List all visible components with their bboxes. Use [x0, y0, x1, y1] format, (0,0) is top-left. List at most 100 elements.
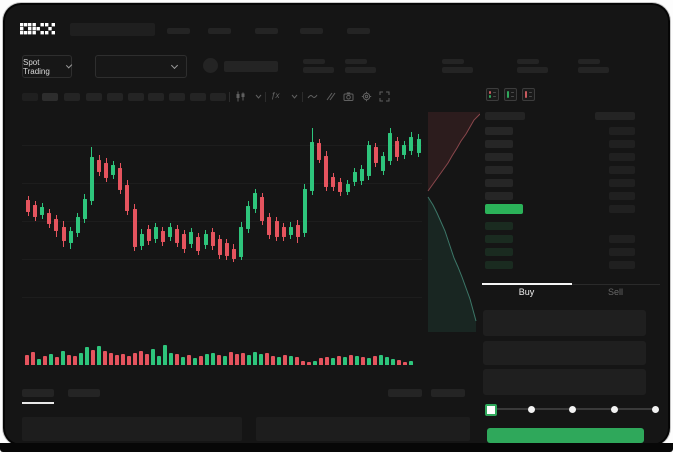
depth-chart[interactable]: [424, 110, 480, 332]
timeframe-button[interactable]: [86, 93, 102, 101]
toolbar-divider: [265, 92, 266, 102]
volume-bar: [241, 353, 245, 365]
volume-bar: [61, 351, 65, 365]
last-price-badge[interactable]: [485, 204, 523, 214]
volume-bar: [373, 356, 377, 365]
line-tool-icon[interactable]: [307, 91, 318, 102]
ask-price-cell[interactable]: [485, 192, 513, 200]
bottom-action-skeleton[interactable]: [388, 389, 422, 397]
volume-bar: [205, 354, 209, 365]
timeframe-button-active[interactable]: [42, 93, 58, 101]
volume-bar: [175, 354, 179, 365]
volume-bar: [55, 357, 59, 365]
ask-price-cell[interactable]: [485, 140, 513, 148]
volume-bar: [385, 357, 389, 365]
slider-stop[interactable]: [569, 405, 576, 413]
volume-bar: [367, 358, 371, 365]
tab-buy[interactable]: Buy: [518, 287, 535, 297]
volume-bar: [121, 354, 125, 365]
volume-bar: [25, 355, 29, 365]
volume-bar: [319, 358, 323, 365]
ask-price-cell[interactable]: [485, 179, 513, 187]
pair-dropdown[interactable]: [95, 55, 187, 78]
nav-item-skeleton[interactable]: [255, 28, 278, 34]
nav-item-skeleton[interactable]: [167, 28, 190, 34]
volume-bar: [229, 352, 233, 365]
ask-price-cell[interactable]: [485, 166, 513, 174]
indicators-fx-icon[interactable]: ƒx: [271, 91, 280, 100]
stat-value-skeleton: [345, 67, 376, 73]
timeframe-button[interactable]: [169, 93, 185, 101]
timeframe-button[interactable]: [190, 93, 206, 101]
timeframe-button[interactable]: [22, 93, 38, 101]
asks-book-icon[interactable]: [522, 88, 535, 101]
amount-input[interactable]: [483, 341, 646, 365]
volume-bar: [67, 355, 71, 365]
stat-value-skeleton: [517, 67, 548, 73]
volume-bar: [301, 361, 305, 365]
settings-gear-icon[interactable]: [361, 91, 372, 102]
volume-bar: [139, 351, 143, 365]
volume-bar: [73, 356, 77, 365]
stat-label-skeleton: [303, 59, 325, 64]
coin-icon: [203, 58, 218, 73]
chevron-down-icon[interactable]: [253, 91, 264, 102]
candle-type-icon[interactable]: [235, 91, 246, 102]
amount-slider[interactable]: [485, 402, 660, 416]
chevron-down-icon: [170, 61, 179, 70]
volume-bar: [409, 361, 413, 365]
bid-amount-cell: [609, 248, 635, 256]
volume-bar: [79, 353, 83, 365]
chevron-down-icon[interactable]: [289, 91, 300, 102]
timeframe-button[interactable]: [64, 93, 80, 101]
bid-price-cell[interactable]: [485, 248, 513, 256]
nav-item-skeleton[interactable]: [300, 28, 323, 34]
total-input[interactable]: [483, 369, 646, 395]
nav-item-skeleton[interactable]: [347, 28, 370, 34]
depth-ask-line: [427, 113, 480, 192]
volume-bar: [91, 350, 95, 365]
volume-bar: [163, 345, 167, 365]
volume-bar: [271, 356, 275, 365]
stat-label-skeleton: [442, 59, 464, 64]
price-input[interactable]: [483, 310, 646, 336]
bids-book-icon[interactable]: [504, 88, 517, 101]
okx-logo[interactable]: [20, 23, 55, 36]
fullscreen-icon[interactable]: [379, 91, 390, 102]
bottom-tab-active-skeleton[interactable]: [22, 389, 54, 397]
camera-icon[interactable]: [343, 91, 354, 102]
timeframe-button[interactable]: [128, 93, 144, 101]
slider-stop[interactable]: [652, 405, 659, 413]
draw-tools-icon[interactable]: [325, 91, 336, 102]
search-input[interactable]: [70, 23, 155, 36]
timeframe-button[interactable]: [210, 93, 226, 101]
bid-price-cell[interactable]: [485, 235, 513, 243]
slider-stop[interactable]: [527, 405, 535, 413]
toolbar-divider: [302, 92, 303, 102]
volume-bar: [103, 351, 107, 365]
bid-price-cell[interactable]: [485, 222, 513, 230]
ask-price-cell[interactable]: [485, 127, 513, 135]
bottom-tab-skeleton[interactable]: [68, 389, 100, 397]
nav-item-skeleton[interactable]: [208, 28, 231, 34]
buy-submit-button[interactable]: [487, 428, 644, 443]
ask-amount-cell: [609, 153, 635, 161]
timeframe-button[interactable]: [148, 93, 164, 101]
volume-bar: [133, 353, 137, 365]
ask-amount-cell: [609, 140, 635, 148]
ask-amount-cell: [609, 166, 635, 174]
bottom-action-skeleton[interactable]: [431, 389, 465, 397]
bid-price-cell[interactable]: [485, 261, 513, 269]
ask-price-cell[interactable]: [485, 153, 513, 161]
slider-stop[interactable]: [610, 405, 618, 413]
volume-bar: [127, 356, 131, 365]
market-type-dropdown[interactable]: Spot Trading: [22, 55, 73, 78]
tab-sell[interactable]: Sell: [607, 287, 623, 297]
combined-book-icon[interactable]: [486, 88, 499, 101]
timeframe-button[interactable]: [107, 93, 123, 101]
buy-tab-indicator: [482, 283, 572, 285]
slider-handle[interactable]: [485, 404, 497, 416]
orderbook-amount-header-skeleton: [595, 112, 635, 120]
depth-bid-area: [428, 197, 476, 332]
volume-bar: [355, 356, 359, 365]
